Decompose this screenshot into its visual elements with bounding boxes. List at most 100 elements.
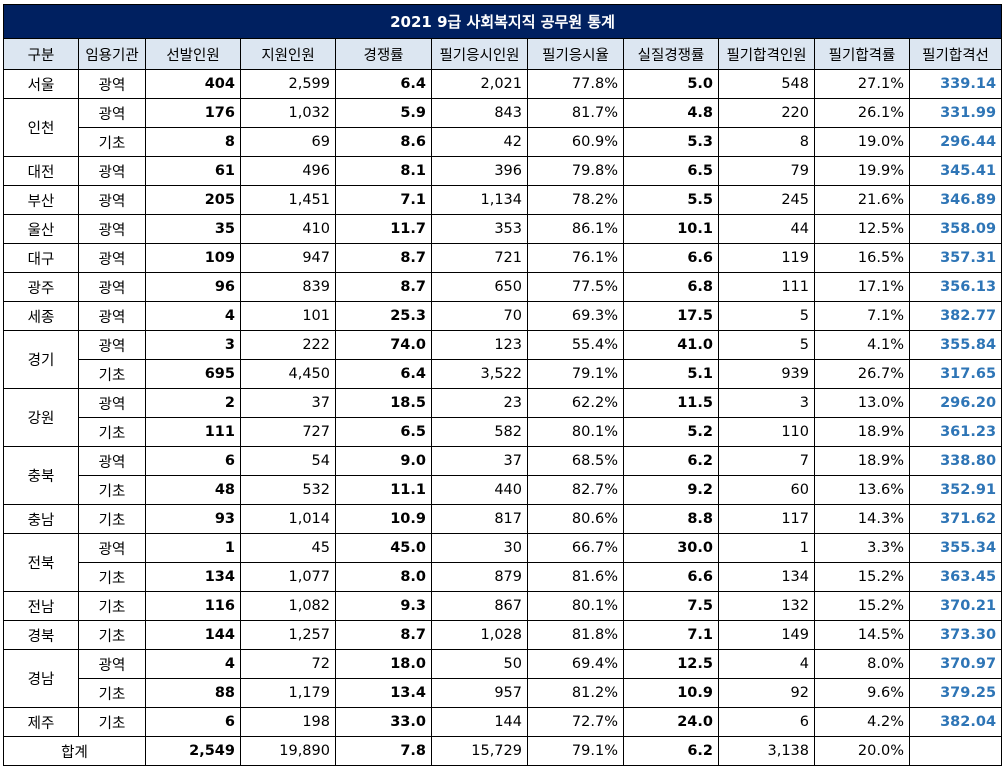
cell-cutoff: 346.89 [908, 185, 1003, 215]
cell-pass-rate: 15.2% [814, 591, 910, 621]
cell-agency: 광역 [78, 214, 146, 244]
cell-exam-takers: 3,522 [431, 359, 528, 389]
table-row: 제주 기초 6 198 33.0 144 72.7% 24.0 6 4.2% 382.04 [3, 707, 1003, 737]
cell-exam-rate: 81.2% [527, 678, 624, 708]
cell-passed: 60 [718, 475, 815, 505]
cell-selected: 176 [145, 98, 241, 128]
cell-passed: 111 [718, 272, 815, 302]
cell-agency: 기초 [78, 620, 146, 650]
cell-selected: 2 [145, 388, 241, 418]
cell-exam-takers: 2,021 [431, 69, 528, 99]
cell-exam-rate: 86.1% [527, 214, 624, 244]
cell-agency: 기초 [78, 562, 146, 592]
table-body: 서울 광역 404 2,599 6.4 2,021 77.8% 5.0 548 27.1% 339.… [3, 69, 1003, 737]
cell-pass-rate: 26.1% [814, 98, 910, 128]
cell-applicants: 410 [240, 214, 336, 244]
cell-real-ratio: 6.2 [623, 446, 719, 476]
cell-ratio: 11.1 [335, 475, 432, 505]
cell-cutoff: 339.14 [908, 69, 1003, 99]
total-selected: 2,549 [145, 736, 241, 766]
cell-pass-rate: 18.9% [814, 446, 910, 476]
cell-ratio: 6.5 [335, 417, 432, 447]
cell-passed: 110 [718, 417, 815, 447]
cell-real-ratio: 5.0 [623, 69, 719, 99]
cell-exam-takers: 70 [431, 301, 528, 331]
cell-passed: 7 [718, 446, 815, 476]
cell-pass-rate: 13.6% [814, 475, 910, 505]
cell-cutoff: 338.80 [908, 446, 1003, 476]
table-row: 기초 8 69 8.6 42 60.9% 5.3 8 19.0% 296.44 [4, 127, 1003, 157]
cell-agency: 광역 [78, 301, 146, 331]
cell-pass-rate: 12.5% [814, 214, 910, 244]
cell-cutoff: 345.41 [908, 156, 1003, 186]
cell-region: 강원 [3, 388, 79, 447]
cell-passed: 79 [718, 156, 815, 186]
cell-region: 경북 [3, 620, 79, 650]
cell-applicants: 1,032 [240, 98, 336, 128]
cell-pass-rate: 19.0% [814, 127, 910, 157]
cell-cutoff: 370.97 [908, 649, 1003, 679]
cell-passed: 939 [718, 359, 815, 389]
cell-passed: 245 [718, 185, 815, 215]
cell-selected: 116 [145, 591, 241, 621]
cell-ratio: 7.1 [335, 185, 432, 215]
cell-exam-rate: 55.4% [527, 330, 624, 360]
table-row: 충남 기초 93 1,014 10.9 817 80.6% 8.8 117 14.3% 371.62 [3, 504, 1003, 534]
cell-exam-rate: 81.6% [527, 562, 624, 592]
cell-agency: 기초 [78, 591, 146, 621]
cell-cutoff: 355.84 [908, 330, 1003, 360]
cell-region: 울산 [3, 214, 79, 244]
table-row: 대전 광역 61 496 8.1 396 79.8% 6.5 79 19.9% 345.41 [3, 156, 1003, 186]
cell-exam-takers: 144 [431, 707, 528, 737]
cell-ratio: 8.7 [335, 272, 432, 302]
cell-real-ratio: 7.5 [623, 591, 719, 621]
cell-passed: 8 [718, 127, 815, 157]
cell-agency: 광역 [78, 272, 146, 302]
cell-passed: 132 [718, 591, 815, 621]
cell-selected: 1 [145, 533, 241, 563]
cell-cutoff: 358.09 [908, 214, 1003, 244]
cell-selected: 96 [145, 272, 241, 302]
cell-passed: 220 [718, 98, 815, 128]
cell-exam-takers: 396 [431, 156, 528, 186]
cell-applicants: 101 [240, 301, 336, 331]
cell-agency: 기초 [78, 707, 146, 737]
header-region: 구분 [3, 38, 79, 70]
stats-table: 2021 9급 사회복지직 공무원 통계 구분 임용기관 선발인원 지원인원 경… [2, 4, 1003, 766]
table-row: 세종 광역 4 101 25.3 70 69.3% 17.5 5 7.1% 382.77 [3, 301, 1003, 331]
table-row: 기초 111 727 6.5 582 80.1% 5.2 110 18.9% 361.23 [4, 417, 1003, 447]
cell-exam-takers: 817 [431, 504, 528, 534]
total-cutoff [908, 736, 1003, 766]
cell-pass-rate: 26.7% [814, 359, 910, 389]
cell-ratio: 13.4 [335, 678, 432, 708]
cell-pass-rate: 8.0% [814, 649, 910, 679]
cell-exam-takers: 37 [431, 446, 528, 476]
cell-real-ratio: 41.0 [623, 330, 719, 360]
cell-exam-rate: 76.1% [527, 243, 624, 273]
cell-exam-takers: 843 [431, 98, 528, 128]
cell-applicants: 2,599 [240, 69, 336, 99]
title-row: 2021 9급 사회복지직 공무원 통계 [2, 4, 1003, 39]
table-row: 강원 광역 2 37 18.5 23 62.2% 11.5 3 13.0% 296.20 [3, 388, 1003, 447]
total-exam-rate: 79.1% [527, 736, 624, 766]
cell-selected: 111 [145, 417, 241, 447]
cell-cutoff: 382.77 [908, 301, 1003, 331]
cell-exam-takers: 353 [431, 214, 528, 244]
cell-ratio: 8.6 [335, 127, 432, 157]
cell-ratio: 9.0 [335, 446, 432, 476]
cell-exam-takers: 867 [431, 591, 528, 621]
cell-agency: 기초 [78, 127, 146, 157]
cell-region: 대전 [3, 156, 79, 186]
cell-applicants: 1,451 [240, 185, 336, 215]
table-row: 부산 광역 205 1,451 7.1 1,134 78.2% 5.5 245 21.6% 346.… [3, 185, 1003, 215]
stats-table-container: 2021 9급 사회복지직 공무원 통계 구분 임용기관 선발인원 지원인원 경… [2, 4, 1003, 766]
cell-real-ratio: 10.9 [623, 678, 719, 708]
table-row: 충북 광역 6 54 9.0 37 68.5% 6.2 7 18.9% 338.80 [3, 446, 1003, 505]
cell-real-ratio: 7.1 [623, 620, 719, 650]
cell-real-ratio: 12.5 [623, 649, 719, 679]
cell-selected: 8 [145, 127, 241, 157]
cell-pass-rate: 19.9% [814, 156, 910, 186]
cell-region: 제주 [3, 707, 79, 737]
table-row: 기초 88 1,179 13.4 957 81.2% 10.9 92 9.6% 379.25 [4, 678, 1003, 708]
cell-pass-rate: 17.1% [814, 272, 910, 302]
